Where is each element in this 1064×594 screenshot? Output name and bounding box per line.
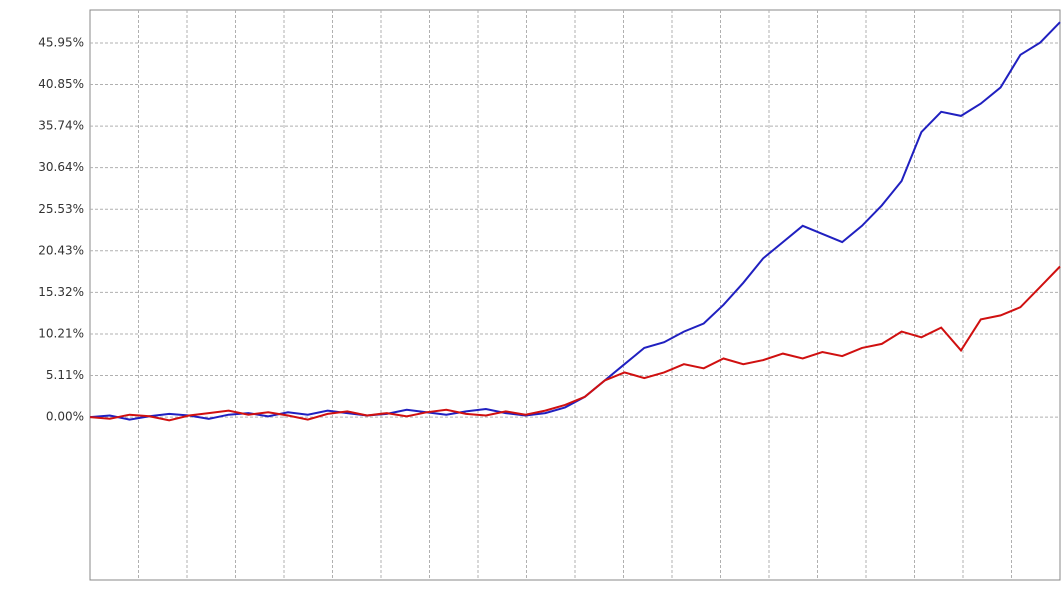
y-tick-label: 35.74% xyxy=(38,119,84,133)
y-tick-label: 0.00% xyxy=(46,410,84,424)
y-tick-label: 20.43% xyxy=(38,243,84,257)
y-tick-label: 10.21% xyxy=(38,327,84,341)
chart: 0.00% 5.11% 10.21% 15.32% 20.43% 25.53% 30.64%… xyxy=(0,0,1064,594)
y-tick-label: 5.11% xyxy=(46,368,84,382)
y-tick-label: 25.53% xyxy=(38,202,84,216)
y-tick-label: 45.95% xyxy=(38,35,84,49)
y-tick-label: 30.64% xyxy=(38,160,84,174)
y-tick-label: 40.85% xyxy=(38,77,84,91)
y-tick-label: 15.32% xyxy=(38,285,84,299)
